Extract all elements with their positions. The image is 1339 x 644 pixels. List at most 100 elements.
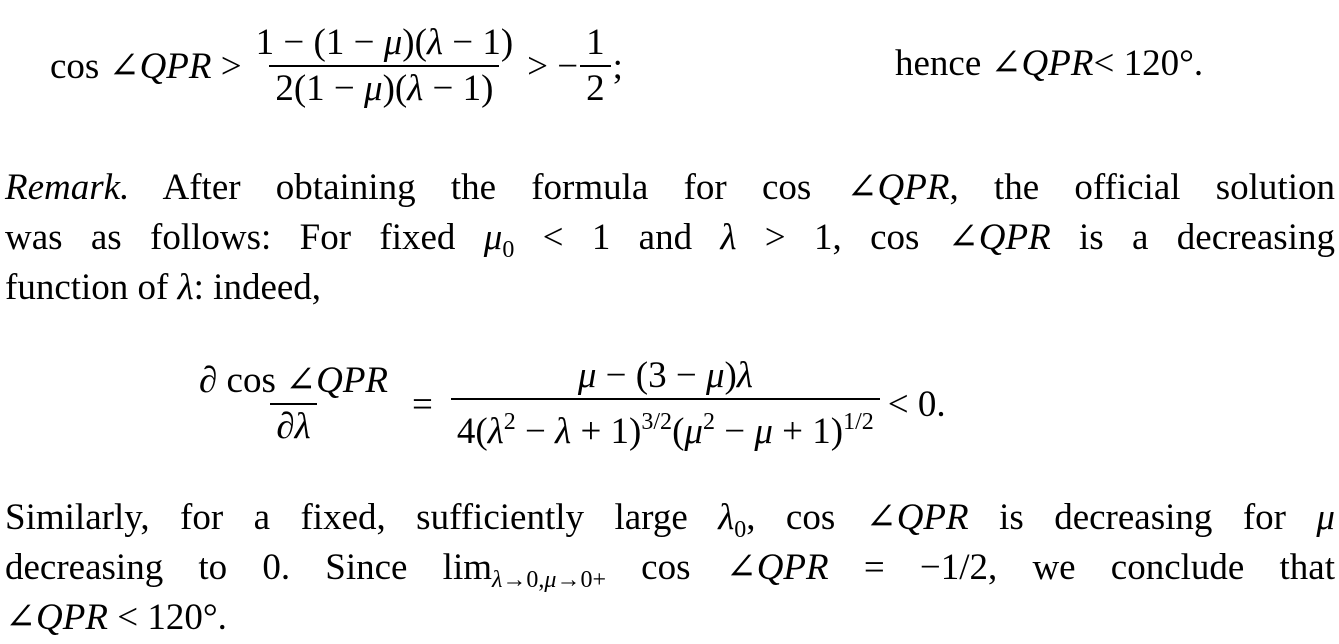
text-run: hence ∠ [895, 43, 1022, 84]
text-run: 1 − (1 − [255, 22, 384, 63]
text-run: − 1) [442, 22, 514, 63]
math-run: QPR [756, 547, 829, 588]
math-run: μ [754, 411, 773, 452]
math-run: λ [736, 355, 753, 396]
math-run: 1/2 [843, 409, 874, 435]
text-run: 4( [456, 411, 488, 452]
text-run: cos ∠ [606, 547, 757, 588]
math-run: λ [294, 406, 311, 447]
text-line: function of λ: indeed, [5, 263, 1335, 313]
math-run: QPR [316, 360, 389, 401]
text-run: is decreasing for [968, 497, 1317, 538]
math-run: λ [487, 411, 504, 452]
text-run: ∂ cos ∠ [199, 360, 317, 401]
math-run: →0, [502, 567, 545, 593]
text-run: function of [5, 267, 178, 308]
eq2-right-numerator: μ − (3 − μ)λ [572, 354, 759, 398]
math-run: μ [364, 68, 383, 109]
math-run: μ [383, 22, 403, 63]
eq1-denominator: 2(1 − μ)(λ − 1) [269, 65, 500, 111]
math-run: λ [492, 567, 503, 593]
math-run: μ [684, 411, 703, 452]
math-run: Remark. [5, 167, 130, 208]
display-equation-derivative: ∂ cos ∠QPR ∂λ = μ − (3 − μ)λ 4(λ2 − λ + … [185, 354, 946, 454]
eq2-left-denominator: ∂λ [270, 403, 317, 449]
math-run: QPR [1021, 42, 1094, 84]
math-run: QPR [139, 46, 212, 87]
eq2-equals: = [412, 383, 433, 426]
text-run: ( [672, 411, 685, 452]
text-run: 2 [586, 68, 605, 109]
text-run: > [211, 46, 242, 87]
text-run: is a decreasing [1050, 217, 1335, 258]
eq2-left-numerator: ∂ cos ∠QPR [193, 359, 394, 403]
eq1-numerator: 1 − (1 − μ)(λ − 1) [250, 21, 520, 65]
math-run: 2 [503, 409, 516, 435]
eq1-half: 1 2 [580, 21, 611, 111]
text-run: < 120°. [1093, 42, 1204, 84]
text-run: Similarly, for a fixed, sufficiently lar… [5, 497, 719, 538]
text-line: Similarly, for a fixed, sufficiently lar… [5, 493, 1335, 543]
text-run: = −1/2, we conclude that [828, 547, 1335, 588]
text-run: − (3 − [596, 355, 706, 396]
math-run: μ [544, 567, 557, 593]
text-run: : indeed, [193, 267, 322, 308]
text-run: decreasing to 0. Since lim [5, 547, 492, 588]
math-run: λ [720, 217, 737, 258]
text-run: ∂ [276, 406, 295, 447]
math-run: →0+ [556, 567, 606, 593]
text-run: − [714, 411, 755, 452]
math-run: μ [705, 355, 725, 396]
text-run: was as follows: For fixed [5, 217, 484, 258]
text-run: + 1) [772, 411, 844, 452]
math-run: 0 [502, 237, 515, 263]
eq2-right-denominator: 4(λ2 − λ + 1)3/2(μ2 − μ + 1)1/2 [450, 398, 880, 454]
text-run: , the official solution [949, 167, 1335, 208]
text-run: − [515, 411, 556, 452]
math-run: 0 [734, 517, 747, 543]
eq1-mid: > − [527, 45, 578, 88]
math-run: 2 [702, 409, 715, 435]
math-run: λ [718, 497, 735, 538]
math-run: QPR [36, 597, 108, 638]
text-run: ) [724, 355, 737, 396]
display-equation-angle-bound: cos ∠QPR > 1 − (1 − μ)(λ − 1) 2(1 − μ)(λ… [50, 18, 623, 114]
text-run: After obtaining the formula for cos ∠ [129, 167, 878, 208]
text-run: , cos ∠ [746, 497, 897, 538]
eq1-half-denominator: 2 [580, 65, 611, 111]
text-run: > 1, cos ∠ [736, 217, 979, 258]
math-run: μ [483, 217, 503, 258]
text-run: cos ∠ [50, 46, 140, 87]
eq2-right-fraction: μ − (3 − μ)λ 4(λ2 − λ + 1)3/2(μ2 − μ + 1… [450, 354, 880, 454]
math-run: QPR [896, 497, 969, 538]
text-run: − 1) [423, 68, 494, 109]
math-run: λ [177, 267, 194, 308]
text-run: ∠ [5, 597, 37, 638]
math-run: λ [426, 22, 443, 63]
text-run: + 1) [571, 411, 642, 452]
eq2-tail: < 0. [888, 383, 946, 426]
eq2-left-fraction: ∂ cos ∠QPR ∂λ [193, 359, 394, 449]
math-run: QPR [978, 217, 1051, 258]
text-run: )( [402, 22, 427, 63]
text-line: decreasing to 0. Since limλ→0,μ→0+ cos ∠… [5, 543, 1335, 593]
text-run: 2(1 − [275, 68, 365, 109]
text-run: < 120°. [107, 597, 227, 638]
text-run: ; [612, 45, 623, 87]
eq1-tail: ; [613, 45, 623, 88]
math-run: λ [555, 411, 572, 452]
text-line: ∠QPR < 120°. [5, 593, 1335, 643]
math-run: QPR [877, 167, 950, 208]
math-run: μ [1316, 497, 1335, 538]
eq1-hence: hence ∠ QPR < 120°. [895, 38, 1203, 88]
text-run: > − [527, 45, 579, 87]
text-run: = [412, 383, 433, 425]
text-run: < 1 and [514, 217, 721, 258]
math-run: λ [407, 68, 424, 109]
eq1-lhs: cos ∠QPR > [50, 44, 242, 88]
text-run: )( [382, 68, 408, 109]
text-run: < 0. [887, 383, 946, 425]
text-line: Remark. After obtaining the formula for … [5, 163, 1335, 213]
eq1-fraction: 1 − (1 − μ)(λ − 1) 2(1 − μ)(λ − 1) [250, 21, 520, 111]
text-line: was as follows: For fixed μ0 < 1 and λ >… [5, 213, 1335, 263]
